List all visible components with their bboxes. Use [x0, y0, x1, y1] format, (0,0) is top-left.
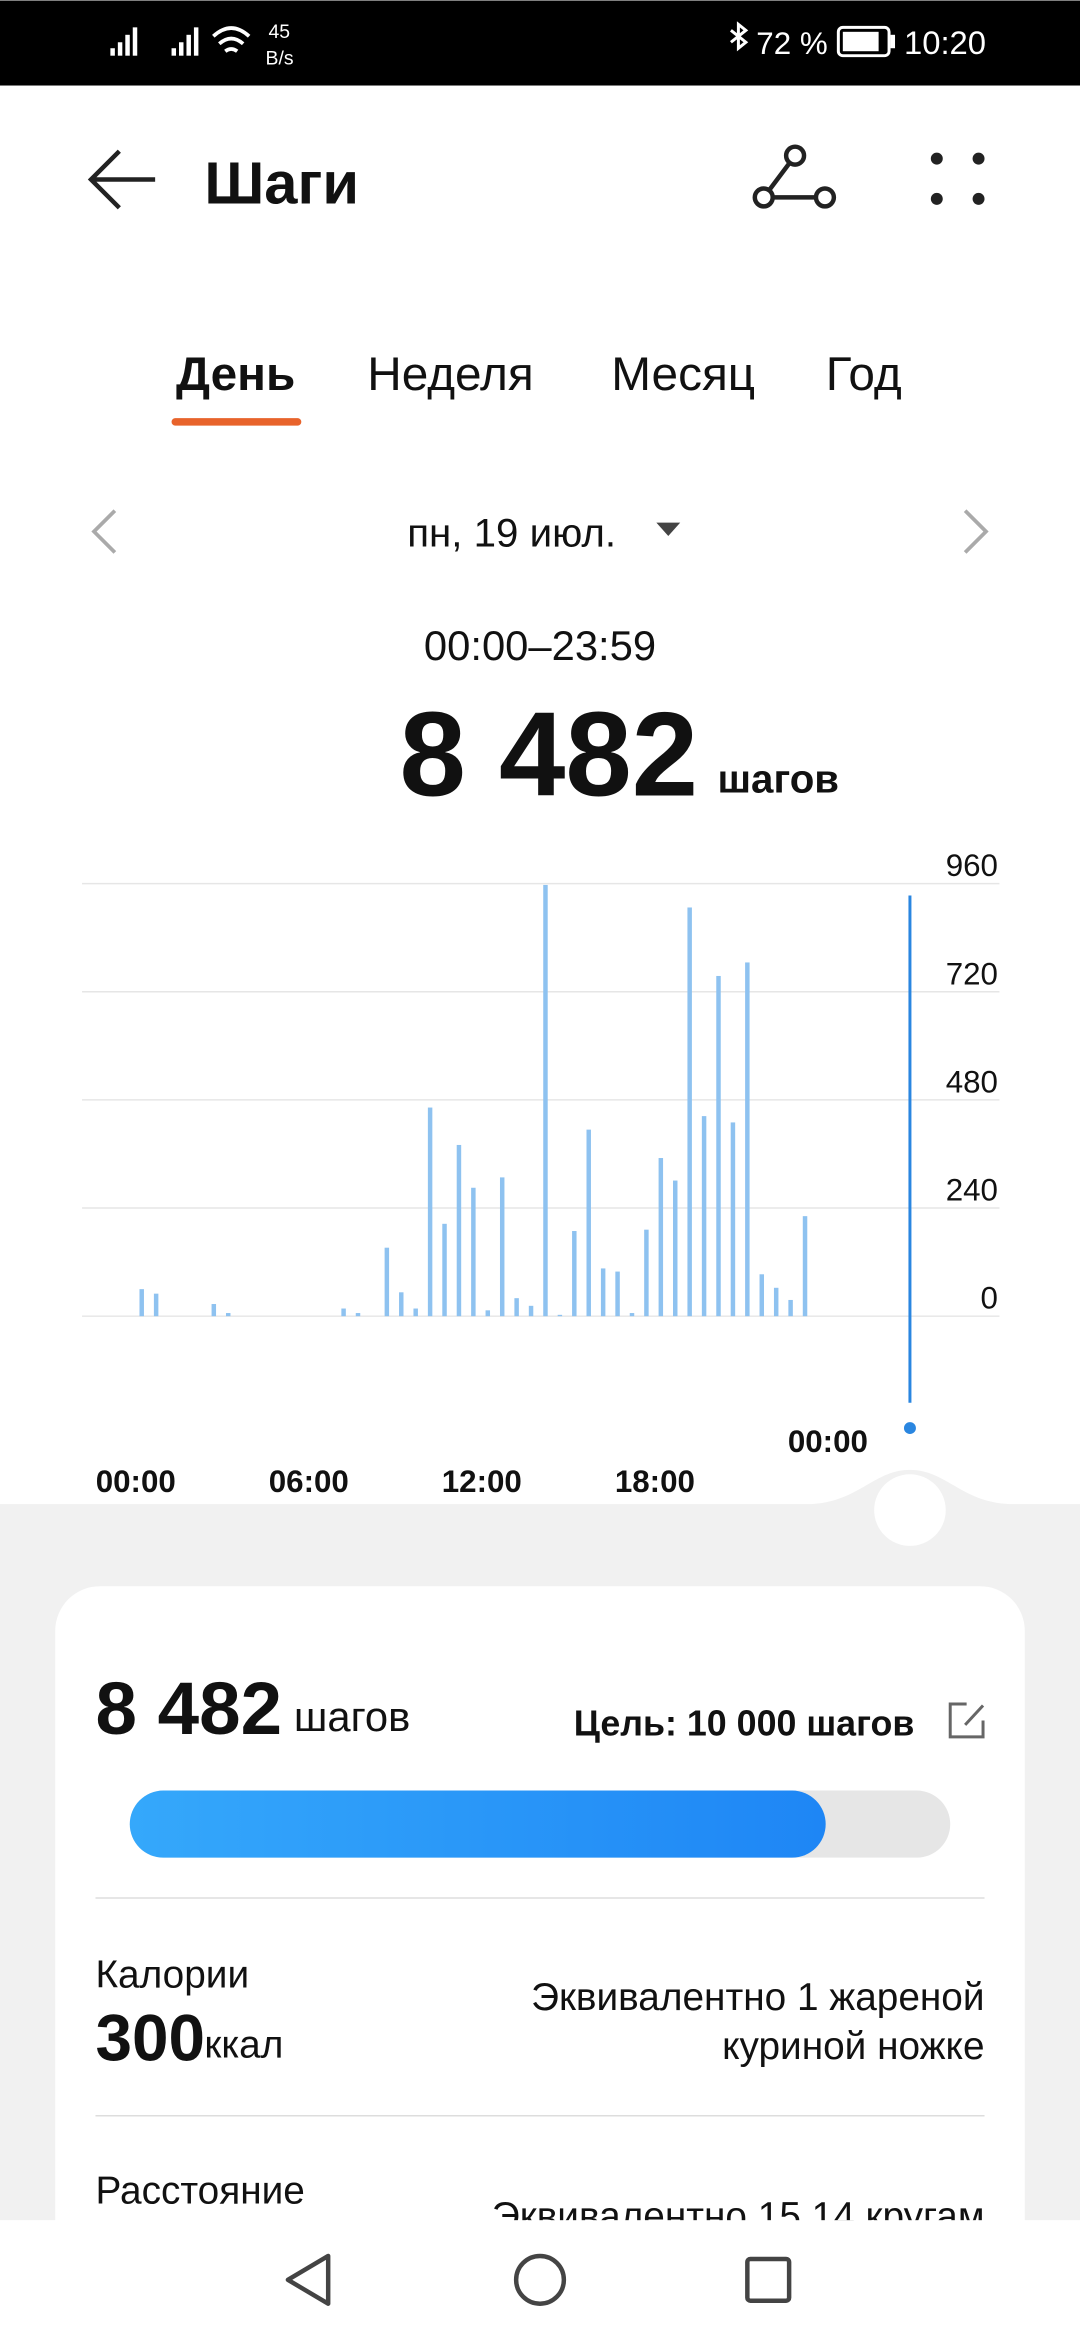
back-button[interactable] — [87, 149, 156, 210]
card-steps: 8 482 — [95, 1666, 282, 1750]
row-note: Эквивалентно 1 жареной — [531, 1976, 984, 2019]
bar — [557, 1314, 563, 1317]
bar — [745, 962, 750, 1317]
net-unit: B/s — [266, 48, 294, 70]
progress-fill — [129, 1790, 826, 1858]
menu-button[interactable] — [930, 152, 985, 205]
tab-indicator — [171, 418, 302, 426]
total-unit: шагов — [718, 757, 840, 802]
y-tick-label: 0 — [981, 1281, 998, 1316]
bt-icon — [730, 21, 749, 52]
y-tick-label: 480 — [946, 1064, 998, 1099]
bar — [341, 1308, 346, 1317]
bar — [687, 907, 692, 1317]
edit-goal[interactable] — [948, 1702, 985, 1739]
row-label: Расстояние — [95, 2170, 304, 2213]
row-label: Калории — [95, 1953, 249, 1996]
nav-recents[interactable] — [745, 2256, 792, 2303]
tab[interactable]: Год — [826, 348, 902, 401]
tab[interactable]: Неделя — [367, 348, 533, 401]
bar — [442, 1223, 447, 1317]
total-steps: 8 482 — [399, 689, 698, 822]
bar — [600, 1268, 606, 1317]
bar — [615, 1271, 620, 1317]
bar — [802, 1216, 808, 1317]
bar — [572, 1231, 577, 1317]
y-tick-label: 960 — [946, 848, 998, 883]
bar — [471, 1187, 476, 1317]
row-value: 300 — [95, 2002, 204, 2075]
bar — [773, 1287, 779, 1317]
bar — [153, 1293, 159, 1317]
row-unit: ккал — [204, 2024, 283, 2067]
share-button[interactable] — [752, 144, 837, 209]
bar — [456, 1144, 462, 1317]
bar — [384, 1247, 390, 1317]
x-tick-label: 12:00 — [442, 1464, 522, 1499]
bar — [399, 1292, 404, 1317]
time-range: 00:00–23:59 — [424, 622, 656, 669]
bar — [211, 1304, 217, 1317]
card-unit: шагов — [294, 1693, 410, 1740]
tab[interactable]: День — [176, 348, 295, 401]
y-tick-label: 240 — [946, 1173, 998, 1208]
bar — [499, 1177, 505, 1317]
clock: 10:20 — [904, 24, 986, 61]
x-tick-label: 18:00 — [615, 1464, 695, 1499]
x-tick-label: 06:00 — [269, 1464, 349, 1499]
net-speed: 45 — [269, 21, 291, 43]
nav-bar — [0, 2220, 1080, 2340]
battery-text: 72 % — [756, 26, 827, 61]
x-tick-label: 00:00 — [96, 1464, 176, 1499]
bar — [427, 1107, 433, 1317]
date[interactable]: пн, 19 июл. — [407, 510, 616, 555]
chart: 0 240 480 720 960 00:00 06:00 12:00 18:00 00:00 — [82, 848, 1000, 1499]
bar — [658, 1158, 664, 1317]
bar — [528, 1305, 534, 1317]
cursor-handle[interactable] — [874, 1474, 946, 1546]
bar — [673, 1180, 678, 1317]
prev-day[interactable] — [91, 509, 117, 554]
nav-back[interactable] — [285, 2253, 331, 2306]
bar — [788, 1299, 793, 1317]
page-title: Шаги — [204, 149, 359, 216]
bar — [139, 1289, 144, 1317]
tab[interactable]: Месяц — [611, 348, 755, 401]
bar — [716, 975, 721, 1317]
goal: Цель: 10 000 шагов — [574, 1703, 915, 1743]
bar — [629, 1313, 635, 1317]
signal-icons — [110, 26, 251, 56]
date-dropdown[interactable] — [656, 522, 681, 537]
bar — [701, 1116, 707, 1317]
bar — [586, 1129, 591, 1317]
bar — [730, 1122, 736, 1317]
bar — [759, 1274, 765, 1317]
bar — [225, 1313, 231, 1317]
bar — [413, 1308, 418, 1317]
x-tick-label: 00:00 — [788, 1424, 868, 1459]
nav-home[interactable] — [513, 2253, 567, 2306]
bar — [355, 1313, 361, 1317]
cursor-dot — [903, 1422, 916, 1435]
bar — [644, 1229, 649, 1317]
battery-icon — [836, 25, 896, 58]
bar — [485, 1310, 491, 1317]
bar — [543, 884, 548, 1317]
bar — [514, 1298, 519, 1317]
y-tick-label: 720 — [946, 956, 998, 991]
summary-card — [55, 1586, 1025, 2340]
row-note: куриной ножке — [722, 2025, 984, 2068]
next-day[interactable] — [963, 509, 989, 554]
